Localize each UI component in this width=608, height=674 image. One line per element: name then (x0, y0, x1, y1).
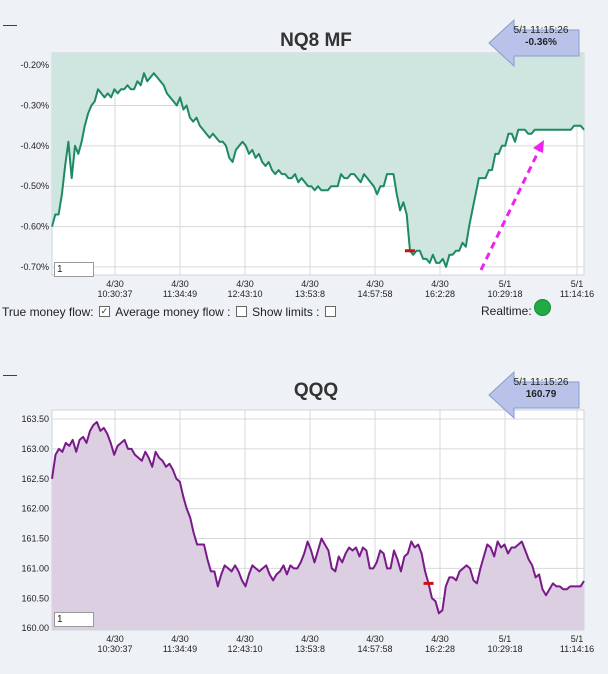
x-tick-date: 4/30 (106, 279, 124, 289)
info-box-date: 5/1 11:15:26 (514, 25, 569, 36)
x-tick-date: 4/30 (431, 634, 449, 644)
x-tick-time: 14:57:58 (357, 289, 392, 299)
nq8-mf-chart: -0.20% -0.30% -0.40% -0.50% -0.60% -0.70% 4/30… (20, 18, 594, 299)
x-tick-date: 4/30 (366, 634, 384, 644)
x-tick-time: 16:2:28 (425, 644, 455, 654)
x-tick-date: 4/30 (171, 279, 189, 289)
chart-title: QQQ (294, 380, 338, 401)
x-tick-date: 4/30 (301, 634, 319, 644)
x-tick-time: 10:29:18 (487, 289, 522, 299)
true-money-flow-label: True money flow: (2, 304, 94, 319)
y-tick-label: 163.50 (21, 414, 49, 424)
average-money-flow-label: Average money flow : (115, 304, 231, 319)
y-tick-label: -0.70% (20, 262, 49, 272)
left-arrow-icon (488, 370, 580, 420)
x-tick-date: 5/1 (499, 634, 512, 644)
series-line (51, 72, 585, 268)
x-tick-date: 4/30 (431, 279, 449, 289)
true-money-flow-checkbox[interactable]: ✓ (98, 306, 110, 318)
collapse-dash-icon-bottom[interactable]: — (3, 366, 17, 382)
chart-title: NQ8 MF (280, 30, 352, 51)
trend-arrow-head-icon (533, 140, 544, 153)
x-tick-time: 10:29:18 (487, 644, 522, 654)
collapse-dash-icon-top[interactable]: — (3, 16, 17, 32)
x-tick-date: 5/1 (571, 634, 584, 644)
average-money-flow-checkbox[interactable] (235, 306, 247, 318)
x-tick-date: 4/30 (106, 634, 124, 644)
series-line (51, 421, 585, 615)
controls-row: True money flow: ✓ Average money flow : … (2, 304, 606, 320)
x-tick-date: 4/30 (301, 279, 319, 289)
x-tick-time: 11:34:49 (163, 644, 197, 654)
x-tick-time: 11:34:49 (163, 289, 197, 299)
show-limits-label: Show limits : (252, 304, 320, 319)
x-tick-time: 10:30:37 (97, 644, 132, 654)
y-tick-label: 162.00 (21, 504, 49, 514)
x-tick-time: 13:53:8 (295, 644, 325, 654)
y-tick-label: 160.50 (21, 593, 49, 603)
qqq-chart: 163.50 163.00 162.50 162.00 161.50 161.00 160.… (21, 370, 594, 654)
x-tick-date: 4/30 (366, 279, 384, 289)
y-tick-label: 160.00 (21, 623, 49, 633)
period-input[interactable]: 1 (54, 262, 94, 277)
trend-arrow (479, 145, 543, 271)
info-box-date: 5/1 11:15:26 (514, 377, 569, 388)
y-tick-label: -0.40% (20, 141, 49, 151)
y-tick-label: 162.50 (21, 474, 49, 484)
x-tick-time: 16:2:28 (425, 289, 455, 299)
info-box-value: -0.36% (525, 37, 557, 48)
realtime-label: Realtime: (481, 304, 532, 318)
realtime-indicator-dot[interactable] (534, 299, 551, 316)
info-box-value: 160.79 (526, 389, 557, 400)
x-tick-time: 12:43:10 (227, 644, 262, 654)
y-tick-label: -0.60% (20, 222, 49, 232)
x-tick-time: 10:30:37 (97, 289, 132, 299)
period-input[interactable]: 1 (54, 612, 94, 627)
y-tick-label: -0.30% (20, 100, 49, 110)
x-tick-date: 5/1 (571, 279, 584, 289)
y-tick-label: -0.20% (20, 60, 49, 70)
info-box: 5/1 11:15:26-0.36% (488, 18, 580, 68)
x-tick-time: 14:57:58 (357, 644, 392, 654)
x-tick-time: 13:53:8 (295, 289, 325, 299)
x-tick-date: 4/30 (236, 279, 254, 289)
x-tick-time: 11:14:16 (560, 289, 594, 299)
y-tick-label: 161.50 (21, 534, 49, 544)
x-tick-time: 11:14:16 (560, 644, 594, 654)
y-tick-label: 161.00 (21, 563, 49, 573)
x-tick-date: 4/30 (171, 634, 189, 644)
x-tick-date: 5/1 (499, 279, 512, 289)
show-limits-checkbox[interactable] (324, 306, 336, 318)
left-arrow-icon (488, 18, 580, 68)
y-tick-label: -0.50% (20, 181, 49, 191)
x-tick-date: 4/30 (236, 634, 254, 644)
y-tick-label: 163.00 (21, 444, 49, 454)
x-tick-time: 12:43:10 (227, 289, 262, 299)
